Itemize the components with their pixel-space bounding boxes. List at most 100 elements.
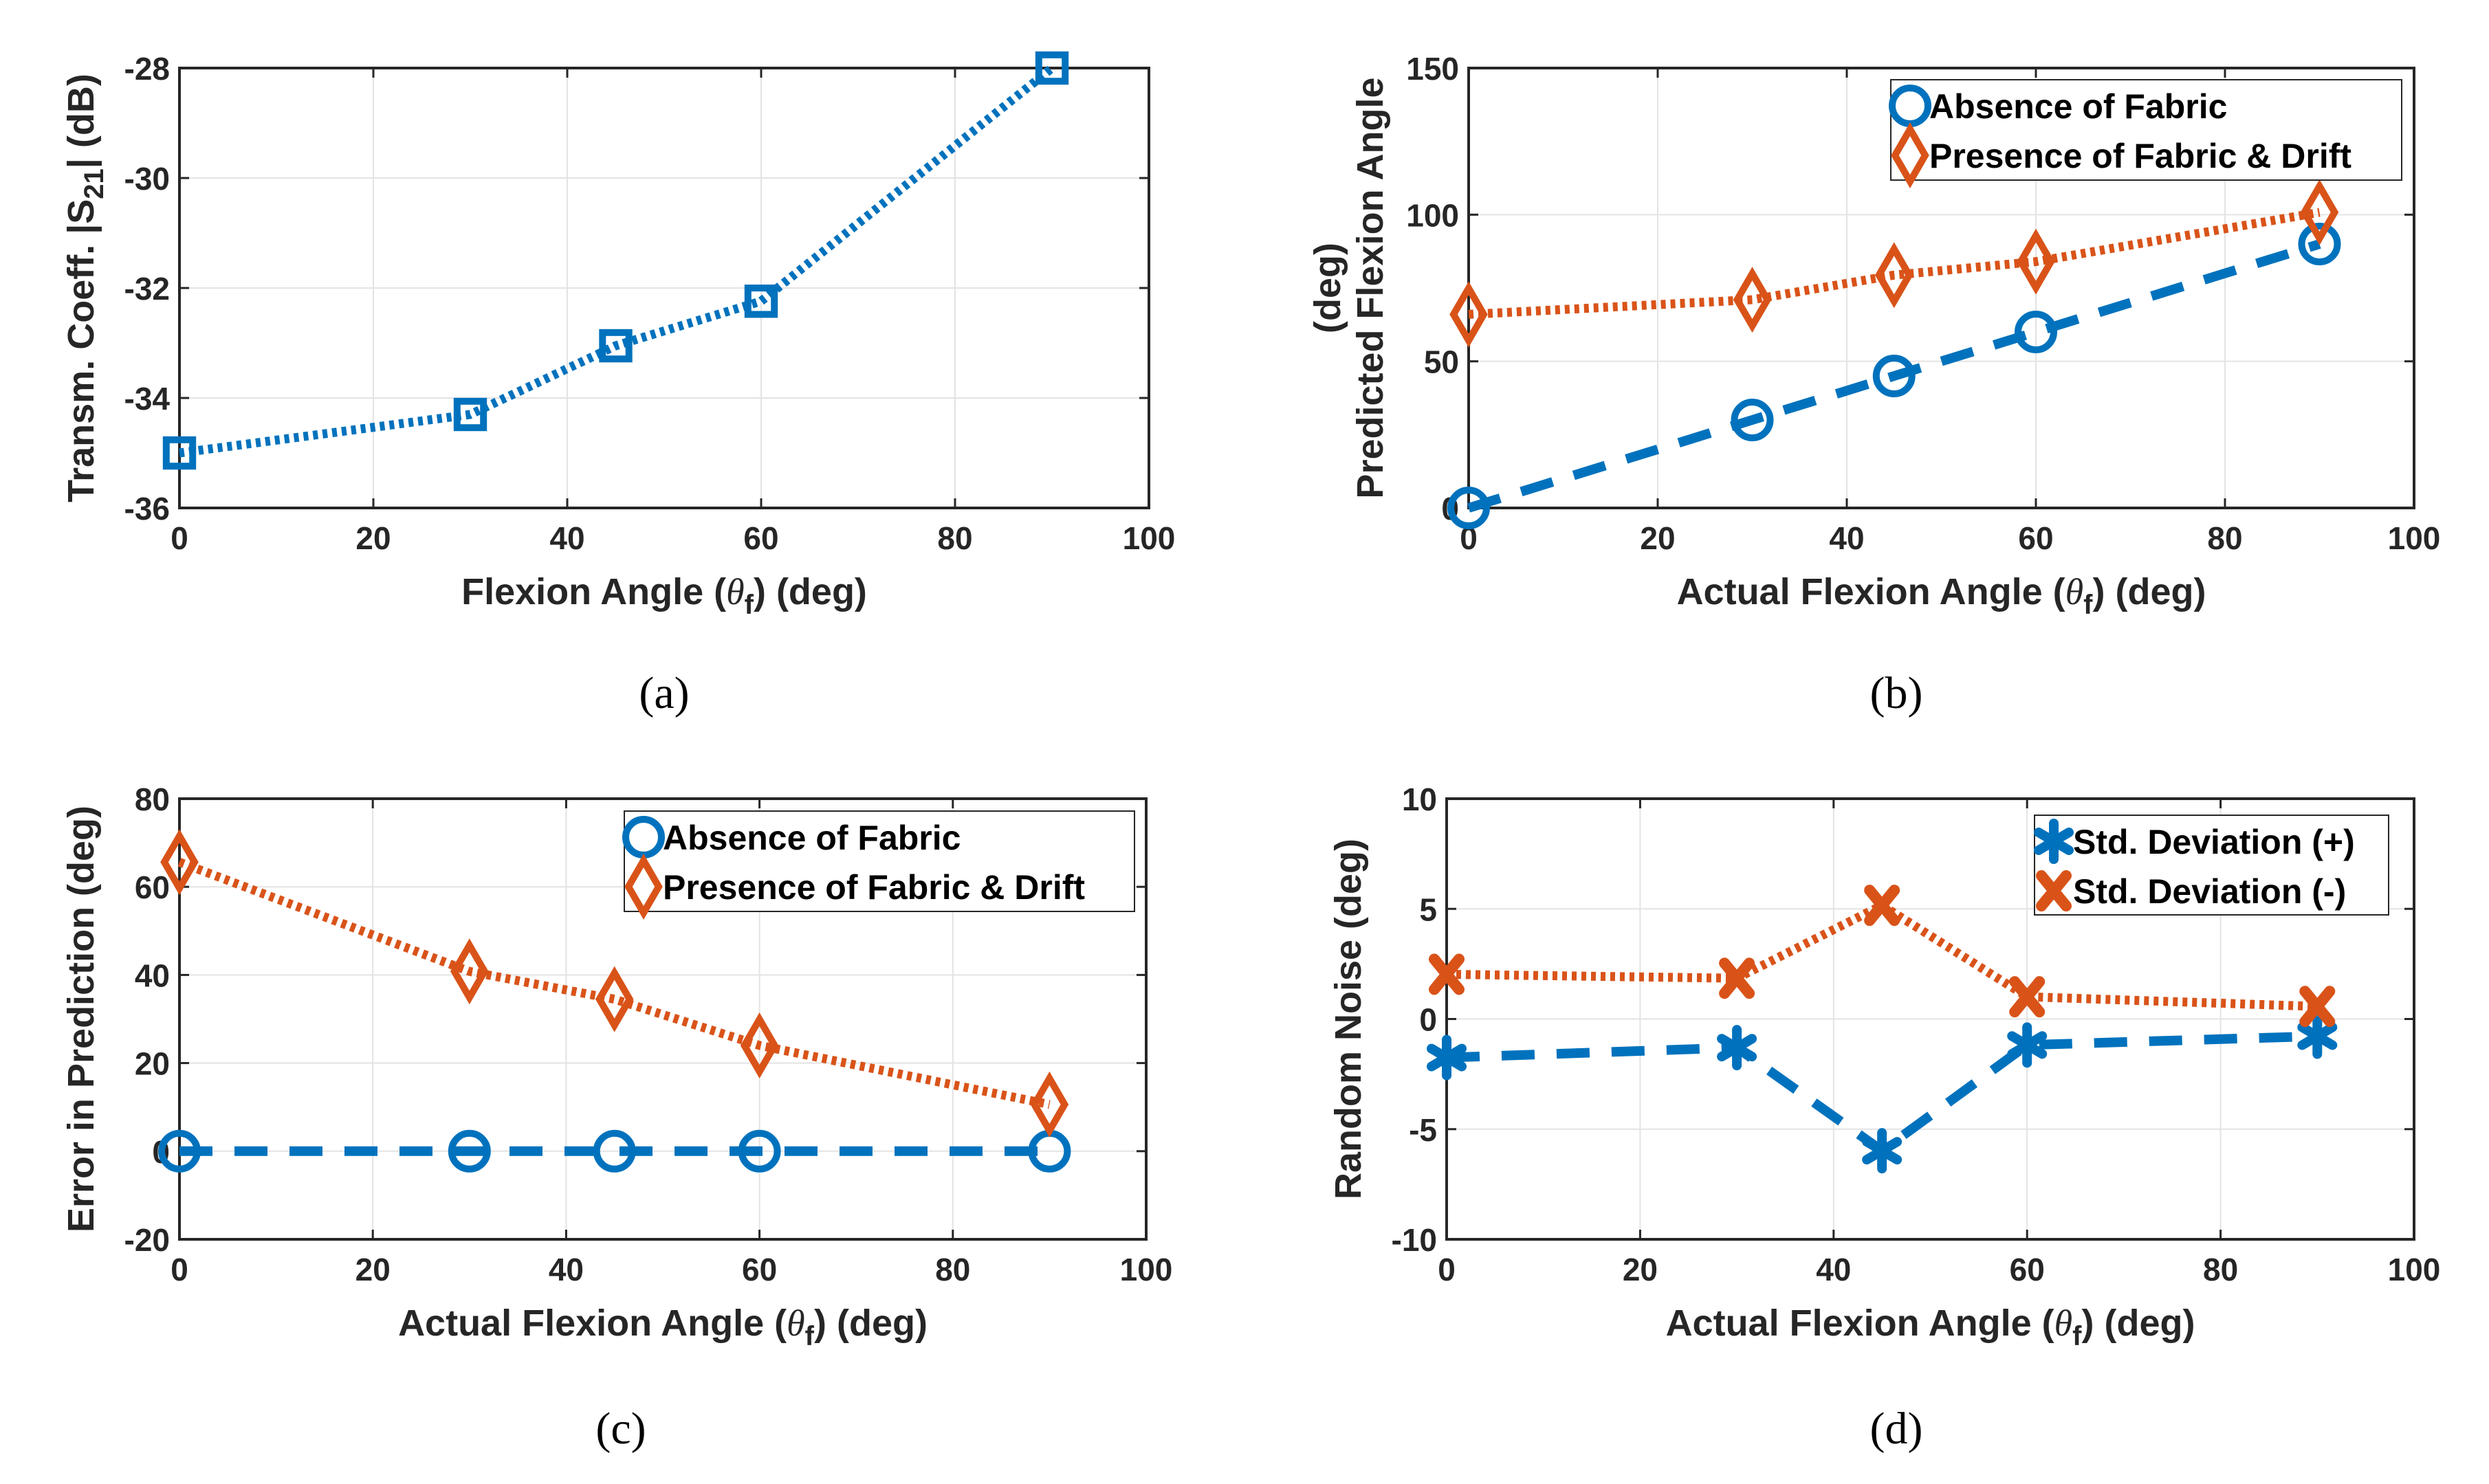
y-axis-label: (deg): [1307, 243, 1348, 333]
legend-box: [624, 810, 1135, 912]
y-axis-label: Transm. Coeff. |S21| (dB): [61, 74, 109, 502]
series-absence-of-fabric: [158, 1129, 1071, 1173]
x-tick-label: 100: [2388, 1252, 2441, 1287]
y-tick-label: -28: [124, 51, 170, 87]
series-absence-of-fabric: [1447, 223, 2341, 529]
y-tick-label: 10: [1402, 782, 1437, 817]
data-point-diamond: [160, 829, 199, 896]
data-point-asterisk: [1862, 1128, 1903, 1174]
x-tick-label: 40: [1816, 1252, 1851, 1287]
asterisk-stroke: [1862, 1137, 1903, 1165]
legend-marker-asterisk: [2034, 819, 2074, 864]
x-stroke: [1719, 957, 1755, 999]
asterisk-stroke: [1427, 1043, 1467, 1072]
x-axis-label-part: ) (deg): [2081, 1303, 2195, 1344]
series-line: [1468, 208, 2321, 319]
x-tick-label: 80: [2203, 1252, 2238, 1287]
x-tick-label: 80: [2207, 520, 2242, 556]
y-axis-label-part: Error in Prediction (deg): [61, 806, 102, 1232]
data-point-diamond: [2017, 228, 2055, 295]
y-axis-label-part: Transm. Coeff. |S: [61, 199, 102, 502]
series-std-deviation-: [1427, 1013, 2338, 1174]
x-axis-label-part: Actual Flexion Angle (: [398, 1303, 787, 1344]
x-tick-label: 100: [2388, 520, 2441, 556]
x-tick-label: 40: [549, 1252, 584, 1287]
axes-box: [178, 67, 1150, 509]
series-data: [162, 51, 1069, 470]
legend-label: Absence of Fabric: [663, 819, 961, 857]
x-axis-label-part: ) (deg): [754, 571, 867, 612]
x-tick-label: 80: [935, 1252, 970, 1287]
x-axis-label-part: f: [2072, 1321, 2082, 1351]
data-point-square: [599, 329, 633, 363]
x-tick-label: 20: [1623, 1252, 1658, 1287]
y-axis-label: Random Noise (deg): [1328, 839, 1369, 1199]
data-point-x: [2299, 986, 2336, 1028]
series-std-deviation-: [1429, 885, 2336, 1028]
x-axis-label: Flexion Angle (θf) (deg): [461, 571, 867, 620]
y-tick-label: -30: [124, 161, 170, 197]
data-point-x: [1864, 885, 1900, 927]
data-point-circle: [1731, 399, 1774, 441]
x-axis-label-part: θ: [2054, 1303, 2073, 1344]
series-line: [1467, 239, 2321, 513]
x-axis-label-part: Actual Flexion Angle (: [1677, 571, 2065, 612]
y-tick-label: 20: [135, 1046, 170, 1082]
y-tick-label: -32: [124, 271, 170, 307]
y-tick-label: 0: [1419, 1002, 1437, 1038]
y-tick-label: -10: [1392, 1222, 1437, 1258]
legend: Absence of Fabric Presence of Fabric & Dr…: [622, 810, 1135, 920]
x-axis-label-part: Flexion Angle (: [461, 571, 726, 612]
series-line: [179, 64, 1055, 458]
data-point-circle: [448, 1129, 491, 1173]
y-tick-label: 150: [1406, 51, 1459, 87]
data-point-diamond: [1449, 281, 1488, 348]
x-tick-label: 0: [171, 520, 188, 556]
y-tick-label: -20: [124, 1222, 170, 1258]
axes-box: [178, 797, 1148, 1241]
asterisk-stroke: [1717, 1034, 1757, 1062]
y-tick-label: -36: [124, 491, 170, 527]
x-tick-label: 20: [355, 520, 391, 556]
y-tick-label: 50: [1424, 344, 1459, 380]
data-point-diamond: [2300, 179, 2339, 245]
data-point-diamond: [595, 966, 634, 1032]
data-point-square: [1035, 51, 1069, 85]
x-tick-label: 100: [1123, 520, 1176, 556]
subplot-a: 0 20 40 60 80 100 -36 -34 -32 -30 -28 Flexion Angle…: [61, 51, 1175, 718]
x-axis-label: Actual Flexion Angle (θf) (deg): [1677, 571, 2206, 620]
y-axis-label-part: Random Noise (deg): [1328, 839, 1369, 1199]
asterisk-stroke: [2297, 1022, 2338, 1050]
data-point-x: [1719, 957, 1755, 999]
x-tick-label: 20: [355, 1252, 391, 1287]
y-tick-label: 40: [135, 957, 170, 993]
subplot-caption: (d): [1870, 1404, 1923, 1454]
series-presence-of-fabric-drift: [1449, 179, 2339, 348]
x-stroke: [2009, 976, 2046, 1018]
x-tick-label: 60: [2018, 520, 2053, 556]
x-stroke: [2299, 986, 2336, 1028]
data-point-diamond: [1030, 1071, 1069, 1138]
data-point-circle: [2015, 311, 2057, 353]
y-tick-label: -5: [1409, 1112, 1437, 1148]
legend: Std. Deviation (+) Std. Deviation (-): [2034, 815, 2389, 916]
y-tick-label: 80: [135, 782, 170, 817]
data-point-circle: [2298, 223, 2341, 265]
data-point-circle: [593, 1129, 636, 1173]
x-tick-label: 0: [1438, 1252, 1456, 1287]
series-line: [177, 858, 1051, 1109]
x-axis-label-part: θ: [726, 571, 745, 612]
legend-label: Std. Deviation (+): [2073, 823, 2355, 861]
x-tick-label: 40: [549, 520, 584, 556]
y-tick-label: 60: [135, 870, 170, 905]
subplot-caption: (c): [595, 1404, 646, 1454]
y-tick-label: -34: [124, 381, 171, 417]
asterisk-stroke: [2007, 1031, 2048, 1059]
legend-label: Std. Deviation (-): [2073, 872, 2346, 911]
data-point-diamond: [740, 1012, 779, 1078]
y-axis-label-part: (deg): [1307, 243, 1348, 333]
x-tick-label: 20: [1640, 520, 1675, 556]
y-axis-label-part: | (dB): [61, 74, 102, 168]
legend-label: Presence of Fabric & Drift: [663, 868, 1085, 907]
